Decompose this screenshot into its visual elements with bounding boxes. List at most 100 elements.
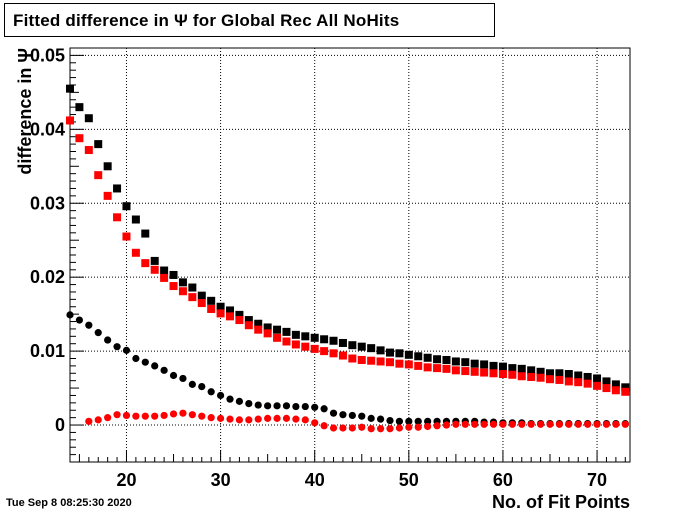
marker-circle-3 [216, 414, 225, 422]
marker-square-1 [66, 116, 74, 125]
marker-square-1 [386, 358, 394, 367]
marker-square-0 [226, 306, 234, 315]
marker-circle-3 [499, 420, 507, 428]
marker-circle-2 [254, 401, 262, 409]
marker-square-0 [583, 372, 592, 381]
marker-circle-3 [348, 424, 356, 432]
marker-circle-3 [452, 420, 460, 428]
marker-square-0 [546, 369, 554, 378]
y-tick-label: 0.04 [30, 119, 65, 139]
marker-circle-3 [414, 423, 422, 431]
marker-circle-3 [301, 416, 309, 424]
x-tick-label: 40 [305, 470, 325, 490]
marker-square-1 [348, 354, 357, 363]
marker-circle-3 [471, 420, 479, 428]
data-points [66, 84, 630, 433]
marker-square-0 [442, 355, 451, 364]
marker-square-0 [498, 362, 507, 371]
marker-square-0 [423, 353, 432, 362]
marker-square-1 [498, 370, 507, 379]
marker-circle-3 [226, 415, 234, 423]
marker-circle-3 [489, 420, 498, 428]
y-tick-labels: 0 0.01 0.02 0.03 0.04 0.05 [30, 45, 65, 435]
marker-circle-3 [179, 409, 187, 417]
marker-square-1 [414, 361, 423, 370]
marker-square-0 [527, 366, 536, 375]
marker-circle-3 [602, 420, 611, 428]
marker-square-0 [131, 215, 140, 224]
title-box: Fitted difference in Ψ for Global Rec Al… [4, 3, 495, 37]
marker-square-0 [404, 350, 413, 359]
marker-square-1 [282, 337, 291, 346]
marker-square-1 [178, 287, 187, 296]
marker-square-0 [273, 325, 282, 334]
marker-square-1 [555, 375, 564, 384]
marker-square-1 [451, 366, 460, 375]
marker-square-0 [197, 291, 206, 300]
marker-square-1 [131, 248, 140, 257]
marker-square-1 [160, 273, 169, 282]
marker-circle-2 [376, 415, 385, 423]
x-tick-label: 70 [587, 470, 607, 490]
marker-square-1 [621, 387, 630, 396]
y-tick-label: 0.05 [30, 45, 65, 65]
marker-circle-3 [245, 416, 253, 424]
marker-square-1 [301, 342, 310, 351]
marker-circle-3 [311, 419, 319, 427]
marker-square-0 [75, 103, 84, 112]
marker-square-1 [423, 363, 432, 372]
marker-square-0 [216, 302, 225, 311]
marker-circle-3 [386, 425, 394, 433]
marker-circle-2 [94, 329, 102, 337]
marker-circle-3 [198, 412, 206, 420]
marker-square-1 [122, 232, 131, 241]
marker-square-1 [84, 146, 93, 155]
marker-square-1 [367, 356, 376, 365]
marker-circle-3 [621, 420, 629, 428]
marker-circle-2 [414, 417, 422, 425]
marker-square-0 [178, 278, 187, 287]
marker-square-0 [621, 383, 630, 392]
marker-square-0 [357, 342, 366, 351]
marker-square-1 [244, 321, 253, 330]
marker-circle-3 [132, 412, 140, 420]
marker-circle-2 [198, 382, 206, 391]
marker-square-0 [367, 344, 376, 353]
timestamp: Tue Sep 8 08:25:30 2020 [6, 497, 132, 509]
marker-square-1 [338, 351, 347, 360]
marker-circle-3 [160, 411, 168, 420]
marker-square-0 [376, 346, 385, 355]
marker-square-1 [291, 340, 300, 349]
marker-square-0 [461, 358, 470, 367]
marker-circle-2 [245, 399, 253, 408]
marker-circle-2 [132, 354, 140, 363]
marker-square-0 [489, 361, 498, 370]
marker-square-1 [404, 360, 413, 369]
marker-square-0 [188, 283, 197, 292]
marker-circle-3 [405, 423, 413, 431]
marker-square-0 [207, 296, 216, 305]
marker-square-1 [263, 329, 272, 338]
marker-square-0 [320, 335, 329, 344]
marker-circle-3 [254, 415, 262, 423]
marker-square-1 [329, 349, 338, 358]
marker-circle-2 [424, 417, 432, 425]
marker-square-1 [94, 171, 103, 180]
marker-circle-3 [85, 417, 93, 425]
marker-square-0 [593, 374, 602, 383]
marker-circle-3 [358, 423, 366, 431]
marker-circle-2 [151, 362, 159, 370]
marker-circle-3 [593, 420, 601, 428]
marker-square-1 [470, 367, 479, 376]
marker-square-0 [602, 377, 611, 386]
marker-square-0 [113, 184, 122, 193]
marker-square-0 [84, 114, 93, 123]
marker-square-0 [338, 338, 347, 347]
marker-circle-2 [292, 402, 300, 411]
marker-circle-3 [141, 412, 149, 420]
marker-square-1 [527, 372, 536, 381]
plot-frame [69, 47, 631, 463]
marker-circle-2 [282, 402, 291, 410]
marker-circle-3 [442, 421, 451, 429]
marker-circle-3 [188, 411, 196, 419]
